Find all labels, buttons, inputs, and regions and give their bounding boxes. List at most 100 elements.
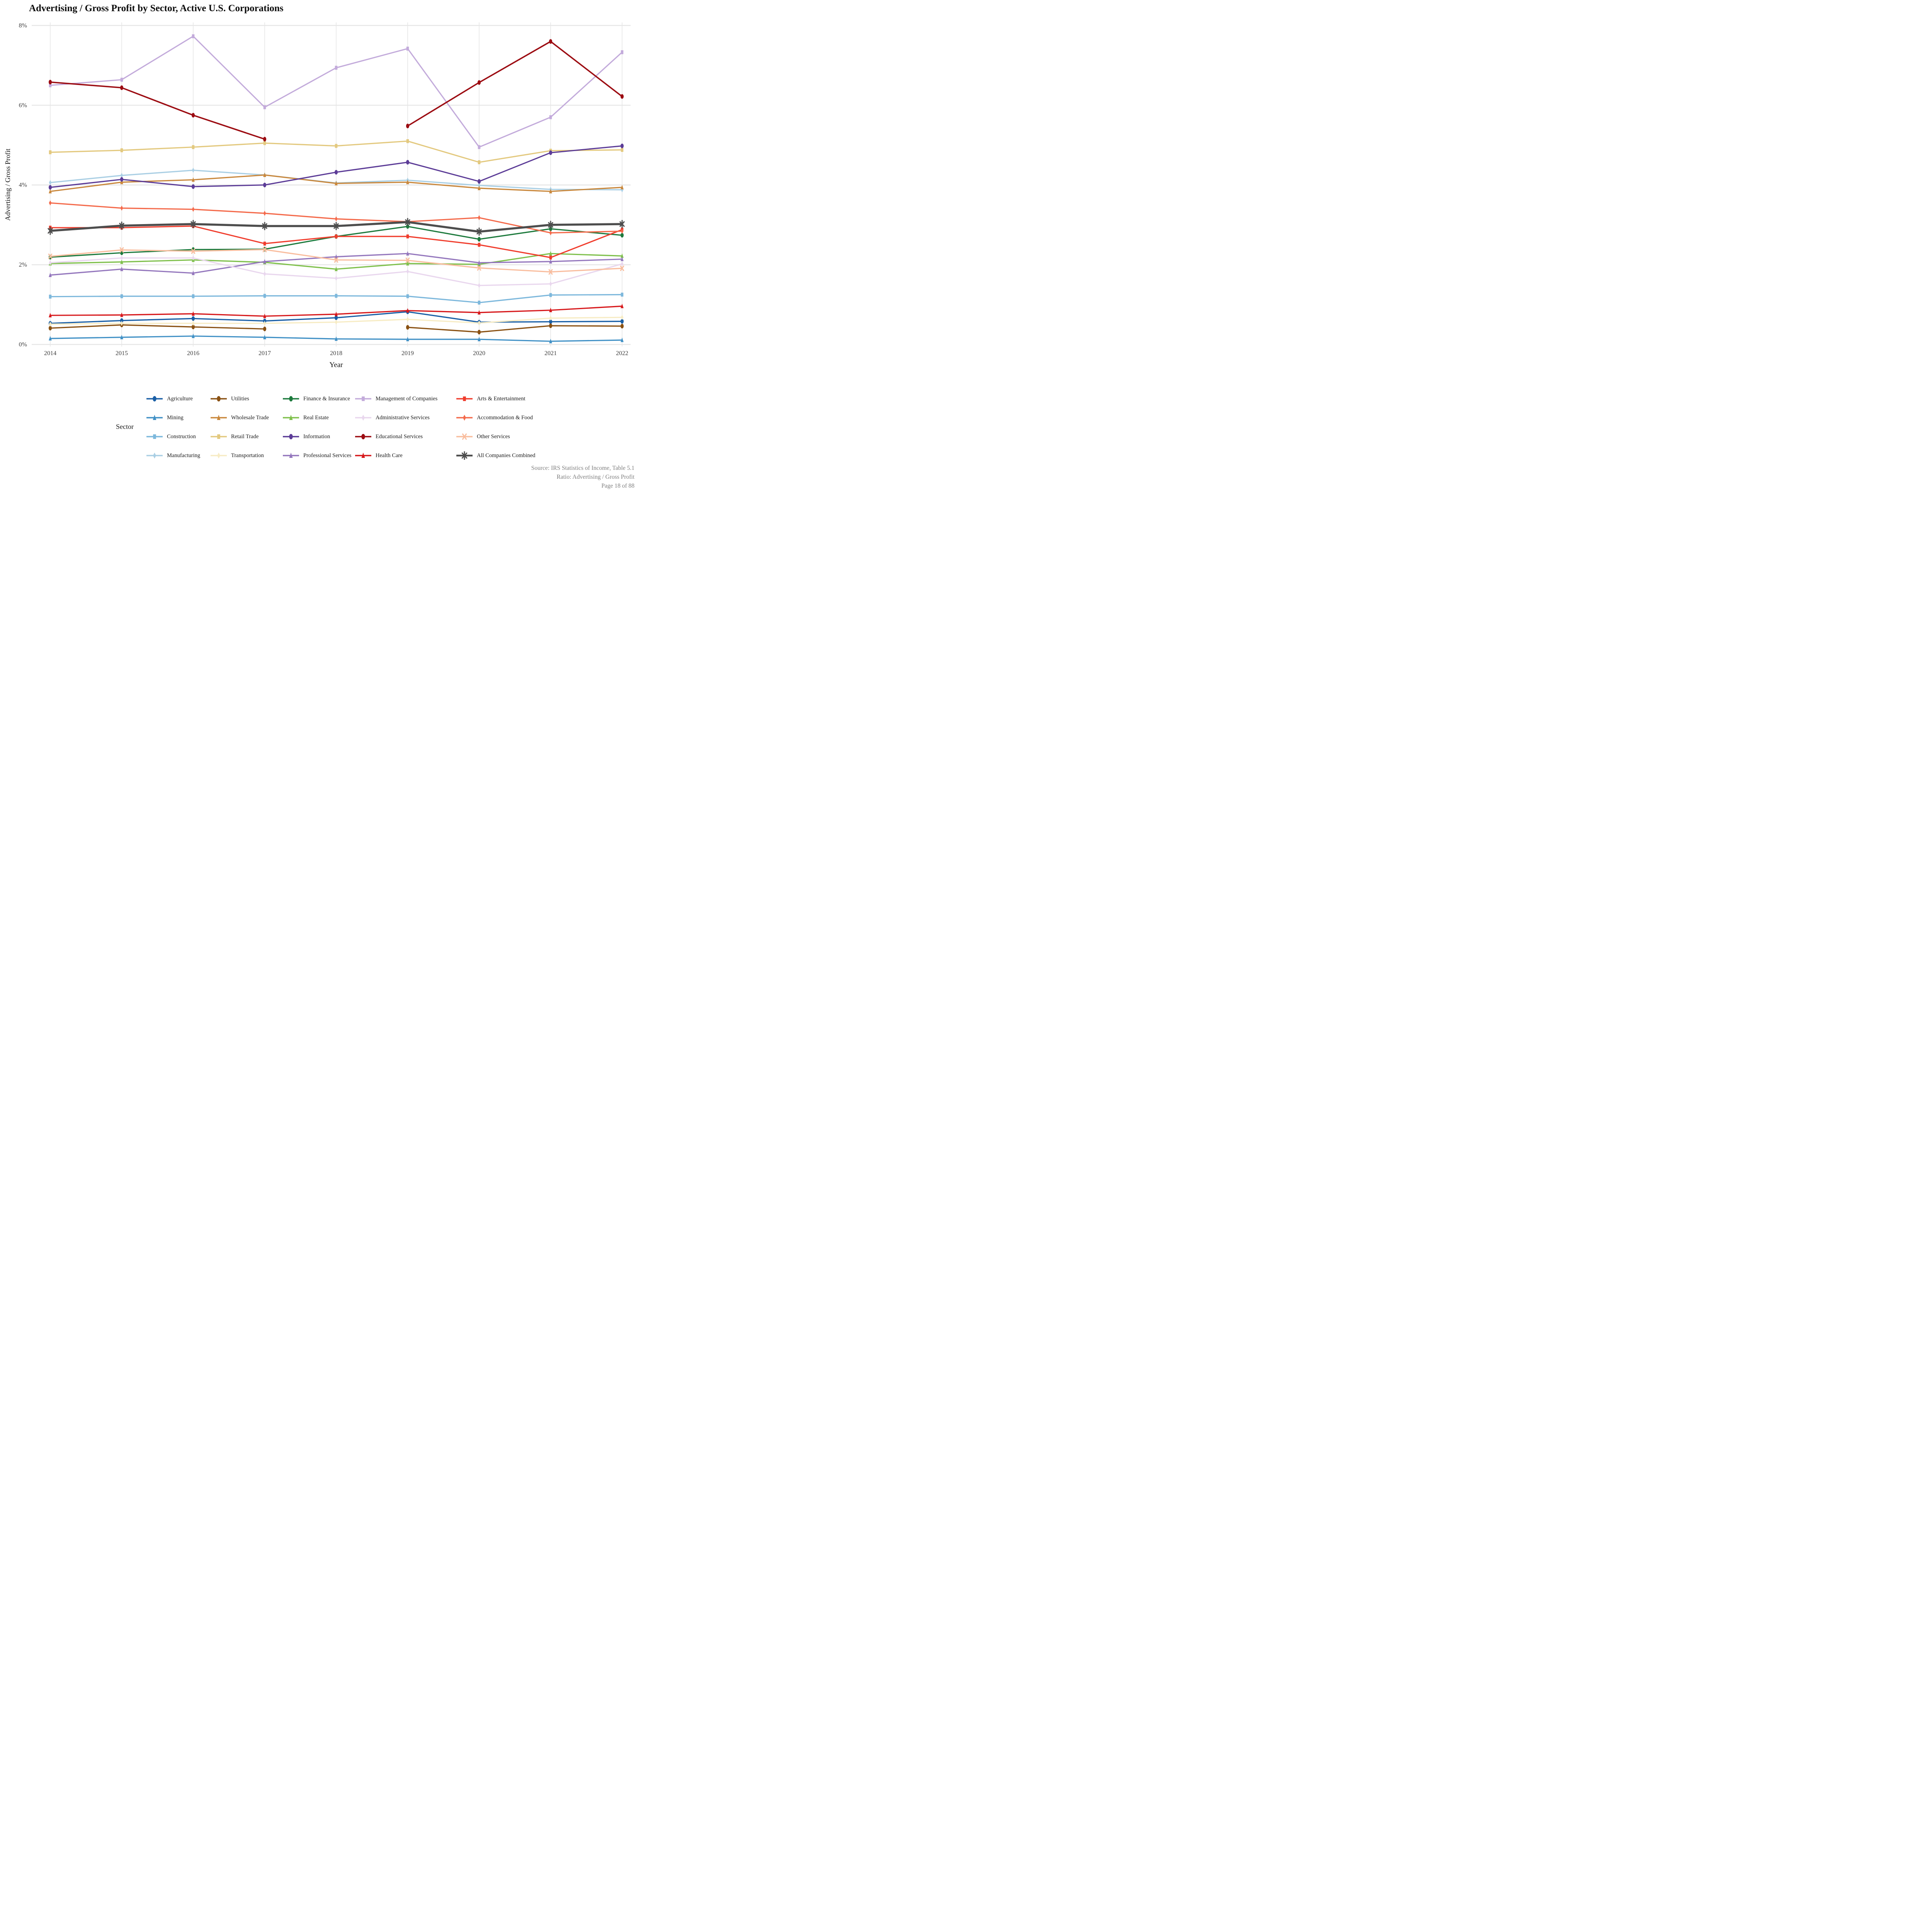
legend-item-construction: Construction xyxy=(146,433,196,440)
data-point-mining-2014 xyxy=(49,336,52,341)
y-axis-title: Advertising / Gross Profit xyxy=(4,149,12,221)
y-tick-label: 0% xyxy=(19,342,27,348)
data-point-construction-2015 xyxy=(120,294,123,298)
x-tick-label: 2018 xyxy=(330,350,342,357)
data-point-accommodation-food-2021 xyxy=(549,230,552,236)
legend-marker-finance-insurance-icon xyxy=(283,396,299,401)
y-tick-label: 2% xyxy=(19,262,27,268)
legend: Sector Agriculture Mining Construction Manu… xyxy=(0,389,638,467)
data-point-wholesale-trade-2021 xyxy=(549,189,552,194)
legend-label-wholesale-trade: Wholesale Trade xyxy=(231,414,269,421)
legend-item-manufacturing: Manufacturing xyxy=(146,452,200,459)
legend-marker-mining-icon xyxy=(146,415,163,420)
data-point-mining-2018 xyxy=(335,336,338,341)
legend-marker-information-icon xyxy=(283,434,299,439)
data-point-all-companies-combined-2019 xyxy=(405,218,410,226)
data-point-transportation-2019 xyxy=(406,316,409,322)
series-administrative-services xyxy=(49,255,624,288)
legend-marker-utilities-icon xyxy=(211,396,227,401)
legend-item-other-services: Other Services xyxy=(456,433,510,440)
data-point-wholesale-trade-2022 xyxy=(621,185,624,190)
data-point-professional-services-2019 xyxy=(406,251,409,256)
data-point-finance-insurance-2022 xyxy=(620,233,624,238)
legend-label-management-of-companies: Management of Companies xyxy=(376,395,438,402)
series-all-companies-combined xyxy=(48,218,625,236)
data-point-retail-trade-2014 xyxy=(49,150,52,155)
data-point-utilities-2022 xyxy=(620,324,624,329)
data-point-management-of-companies-2016 xyxy=(192,34,195,38)
data-point-all-companies-combined-2016 xyxy=(190,220,196,228)
data-point-mining-2017 xyxy=(263,335,266,340)
data-point-all-companies-combined-2015 xyxy=(119,221,124,230)
legend-marker-wholesale-trade-icon xyxy=(211,415,227,420)
legend-marker-arts-entertainment-icon xyxy=(456,396,473,401)
line-chart: 0% 2% 4% 6% 8% 2014 2015 2016 2017 2018 2019 2020 20… xyxy=(4,22,631,369)
series-agriculture xyxy=(48,309,624,326)
x-tick-label: 2022 xyxy=(616,350,628,357)
legend-label-transportation: Transportation xyxy=(231,452,264,459)
data-point-management-of-companies-2015 xyxy=(120,78,123,82)
legend-label-construction: Construction xyxy=(167,433,196,440)
legend-item-transportation: Transportation xyxy=(210,452,264,459)
data-point-professional-services-2018 xyxy=(335,254,338,259)
data-point-arts-entertainment-2017 xyxy=(263,242,266,246)
data-point-construction-2016 xyxy=(192,294,195,298)
data-point-management-of-companies-2019 xyxy=(406,46,409,51)
data-point-mining-2020 xyxy=(478,337,481,342)
x-tick-label: 2017 xyxy=(259,350,271,357)
legend-label-educational-services: Educational Services xyxy=(376,433,423,440)
data-point-accommodation-food-2020 xyxy=(478,215,481,220)
legend-marker-retail-trade-icon xyxy=(211,434,227,439)
x-tick-label: 2020 xyxy=(473,350,485,357)
data-point-finance-insurance-2020 xyxy=(477,237,481,242)
data-point-health-care-2014 xyxy=(49,313,52,318)
data-point-information-2014 xyxy=(48,185,52,190)
legend-title: Sector xyxy=(116,423,134,430)
data-point-management-of-companies-2018 xyxy=(335,66,338,70)
legend-item-wholesale-trade: Wholesale Trade xyxy=(210,414,269,422)
legend-item-arts-entertainment: Arts & Entertainment xyxy=(456,395,526,403)
data-point-information-2020 xyxy=(477,179,481,184)
legend-item-educational-services: Educational Services xyxy=(355,433,423,440)
data-point-retail-trade-2019 xyxy=(406,139,409,143)
data-point-retail-trade-2022 xyxy=(621,148,624,152)
data-point-educational-services-2015 xyxy=(120,85,124,90)
legend-item-real-estate: Real Estate xyxy=(282,414,329,422)
legend-marker-accommodation-food-icon xyxy=(456,415,473,421)
data-point-administrative-services-2022 xyxy=(621,261,624,267)
series-transportation xyxy=(49,315,624,327)
data-point-educational-services-2019 xyxy=(406,124,410,129)
data-point-other-services-2021 xyxy=(548,269,553,275)
series-group xyxy=(48,34,625,344)
data-point-administrative-services-2020 xyxy=(478,283,481,288)
data-point-arts-entertainment-2018 xyxy=(335,234,338,238)
legend-label-all-companies-combined: All Companies Combined xyxy=(477,452,536,459)
series-construction xyxy=(49,293,624,305)
data-point-mining-2021 xyxy=(549,338,552,344)
series-other-services xyxy=(48,247,624,275)
data-point-mining-2022 xyxy=(621,337,624,342)
legend-marker-other-services-icon xyxy=(456,433,473,440)
data-point-management-of-companies-2020 xyxy=(478,145,481,149)
data-point-health-care-2019 xyxy=(406,308,409,313)
data-point-wholesale-trade-2014 xyxy=(49,189,52,194)
data-point-professional-services-2014 xyxy=(49,272,52,277)
data-point-arts-entertainment-2021 xyxy=(549,255,552,260)
data-point-wholesale-trade-2018 xyxy=(335,181,338,185)
data-point-mining-2016 xyxy=(192,333,195,338)
data-point-accommodation-food-2017 xyxy=(263,211,266,216)
legend-item-all-companies-combined: All Companies Combined xyxy=(456,451,536,460)
x-tick-label: 2021 xyxy=(544,350,557,357)
legend-item-agriculture: Agriculture xyxy=(146,395,193,403)
data-point-manufacturing-2016 xyxy=(192,167,195,173)
data-point-health-care-2018 xyxy=(335,311,338,316)
legend-label-other-services: Other Services xyxy=(477,433,510,440)
data-point-real-estate-2019 xyxy=(406,261,409,266)
data-point-administrative-services-2014 xyxy=(49,260,52,265)
data-point-health-care-2022 xyxy=(621,303,624,308)
data-point-educational-services-2014 xyxy=(48,80,52,85)
data-point-agriculture-2022 xyxy=(620,319,624,324)
x-tick-label: 2014 xyxy=(44,350,56,357)
data-point-information-2015 xyxy=(120,177,124,182)
data-point-transportation-2016 xyxy=(192,321,195,326)
